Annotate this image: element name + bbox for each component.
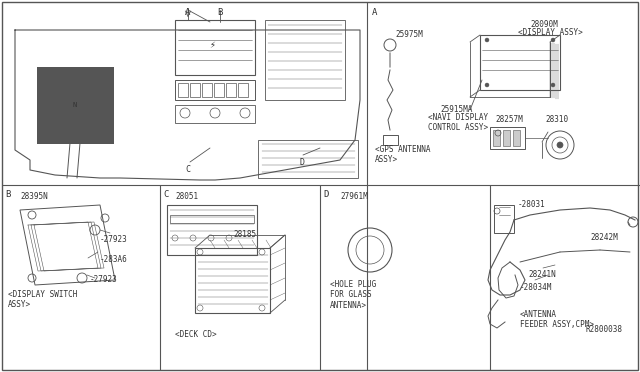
- Bar: [480, 35, 560, 90]
- Text: <HOLE PLUG
FOR GLASS
ANTENNA>: <HOLE PLUG FOR GLASS ANTENNA>: [330, 280, 376, 310]
- Text: 27961M: 27961M: [340, 192, 368, 201]
- Circle shape: [551, 83, 555, 87]
- Text: A: A: [186, 8, 191, 17]
- Text: 28051: 28051: [175, 192, 198, 201]
- Text: 28185: 28185: [233, 230, 256, 239]
- Circle shape: [551, 38, 555, 42]
- Text: 25975M: 25975M: [395, 30, 423, 39]
- Bar: [170, 215, 254, 223]
- Text: <GPS ANTENNA
ASSY>: <GPS ANTENNA ASSY>: [375, 145, 431, 164]
- Bar: [238, 83, 248, 97]
- Bar: [494, 205, 514, 233]
- Bar: [175, 80, 255, 100]
- Bar: [265, 20, 345, 100]
- Bar: [383, 135, 398, 145]
- Text: <ANTENNA
FEEDER ASSY,CPM>: <ANTENNA FEEDER ASSY,CPM>: [520, 310, 594, 329]
- Bar: [226, 83, 236, 97]
- Bar: [167, 205, 257, 255]
- Text: B: B: [5, 190, 10, 199]
- Text: C: C: [185, 165, 190, 174]
- Text: 28257M: 28257M: [495, 115, 523, 124]
- Text: N: N: [73, 102, 77, 108]
- Text: 25915MA: 25915MA: [440, 105, 472, 114]
- Text: D: D: [300, 158, 305, 167]
- Text: -28031: -28031: [518, 200, 546, 209]
- Text: <DISPLAY SWITCH
ASSY>: <DISPLAY SWITCH ASSY>: [8, 290, 77, 310]
- Bar: [202, 83, 212, 97]
- Circle shape: [485, 83, 489, 87]
- Text: 28395N: 28395N: [20, 192, 48, 201]
- Circle shape: [557, 142, 563, 148]
- Text: A: A: [372, 8, 378, 17]
- Text: <NAVI DISPLAY
CONTROL ASSY>: <NAVI DISPLAY CONTROL ASSY>: [428, 113, 488, 132]
- Circle shape: [485, 38, 489, 42]
- Text: C: C: [163, 190, 168, 199]
- Text: B: B: [218, 8, 223, 17]
- Bar: [178, 83, 188, 97]
- Text: -283A6: -283A6: [100, 255, 128, 264]
- Text: -27923: -27923: [100, 235, 128, 244]
- Text: D: D: [323, 190, 328, 199]
- Bar: [490, 127, 525, 149]
- Bar: [190, 83, 200, 97]
- Text: <DECK CD>: <DECK CD>: [175, 330, 216, 339]
- Bar: [493, 130, 500, 146]
- Bar: [503, 130, 510, 146]
- Bar: [195, 248, 270, 313]
- Text: R2800038: R2800038: [586, 325, 623, 334]
- Text: 28241N: 28241N: [528, 270, 556, 279]
- Bar: [175, 20, 255, 75]
- Text: -28034M: -28034M: [520, 283, 552, 292]
- Text: 28242M: 28242M: [590, 233, 618, 242]
- Text: ⚡: ⚡: [209, 40, 215, 50]
- Text: 28090M: 28090M: [530, 20, 557, 29]
- Text: <DISPLAY ASSY>: <DISPLAY ASSY>: [518, 28, 583, 37]
- Bar: [175, 105, 255, 123]
- Text: 28310: 28310: [545, 115, 568, 124]
- Text: -27923: -27923: [90, 275, 118, 284]
- Bar: [513, 130, 520, 146]
- Bar: [214, 83, 224, 97]
- Bar: [258, 140, 358, 178]
